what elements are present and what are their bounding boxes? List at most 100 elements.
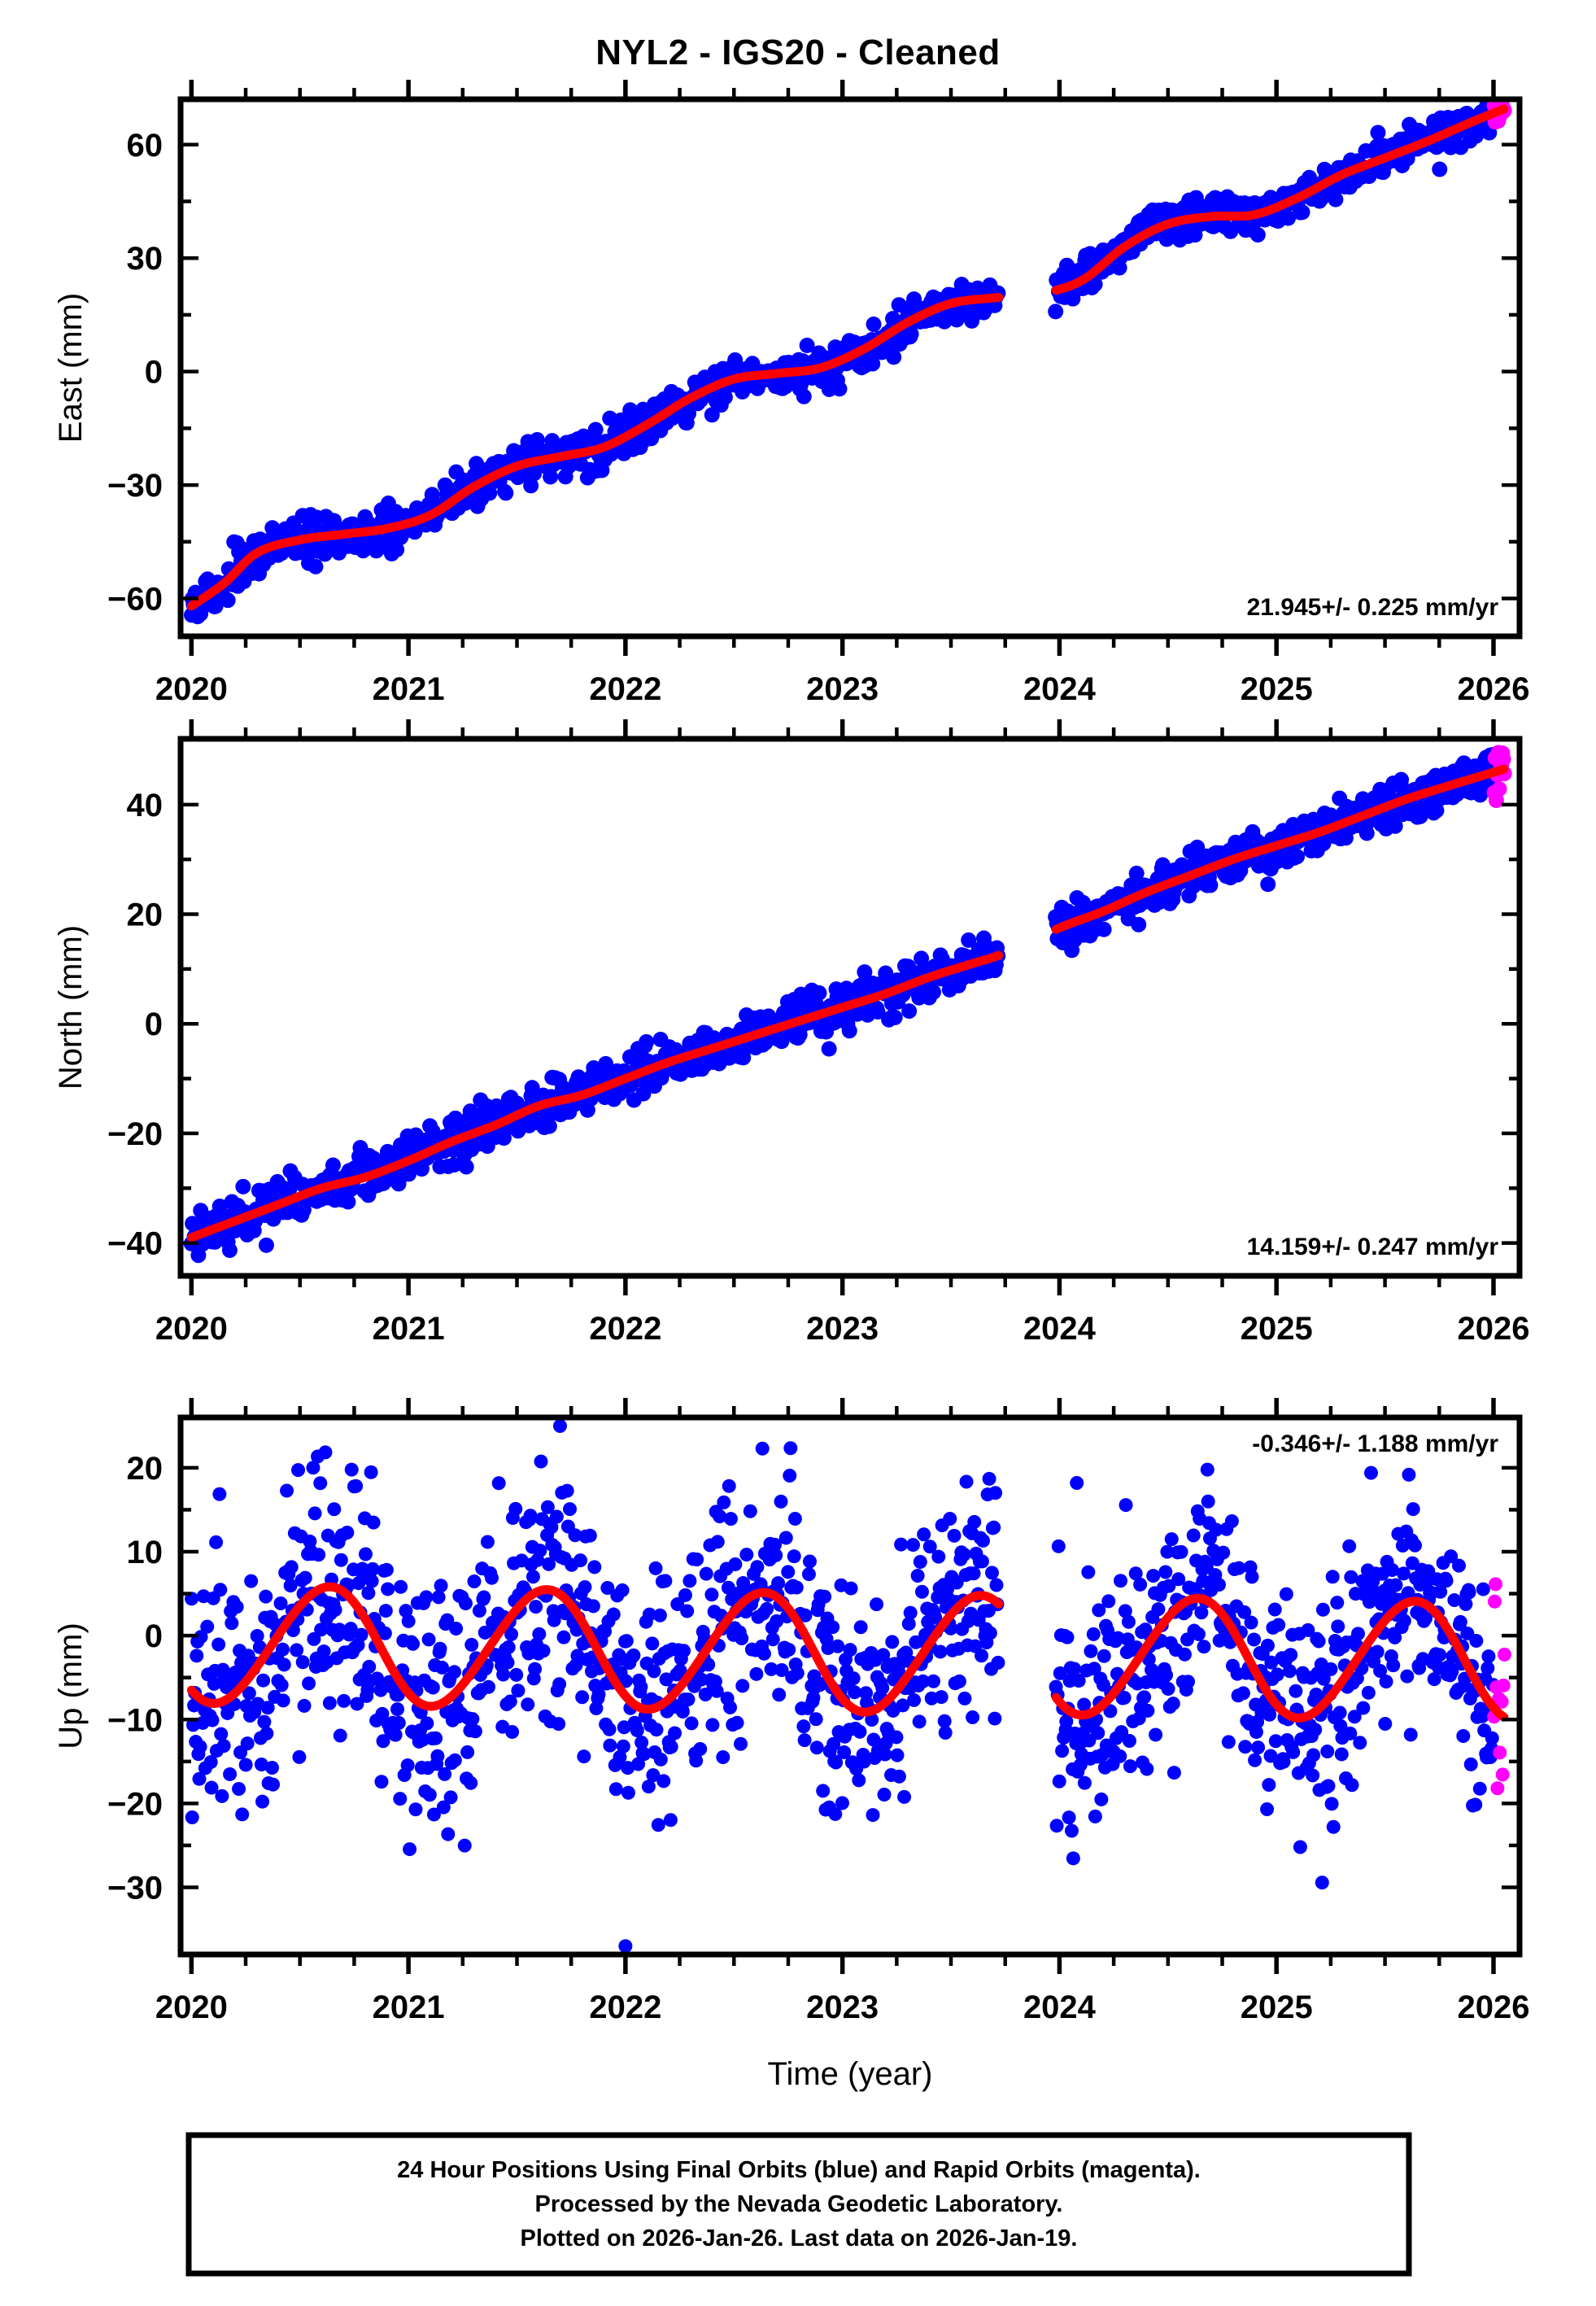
data-point <box>1489 1577 1503 1592</box>
data-point <box>1151 1602 1166 1617</box>
data-point <box>816 1784 831 1798</box>
data-point <box>659 1672 674 1687</box>
data-point <box>343 1622 358 1636</box>
data-point <box>419 1590 434 1605</box>
data-point <box>1495 1767 1510 1782</box>
data-point <box>1403 1727 1418 1742</box>
data-point <box>735 1679 750 1693</box>
y-tick-label: 60 <box>127 128 164 164</box>
data-point <box>1342 1539 1357 1553</box>
data-point <box>809 1740 824 1755</box>
data-point <box>1453 1614 1467 1629</box>
data-point <box>1294 204 1310 221</box>
data-point <box>1103 1704 1118 1719</box>
data-point <box>260 1701 275 1715</box>
data-point <box>699 1566 713 1581</box>
data-point <box>446 1157 462 1173</box>
data-point <box>675 1704 690 1719</box>
data-point <box>1412 808 1428 824</box>
data-point <box>1358 825 1375 841</box>
data-point <box>1122 1734 1136 1749</box>
data-point <box>429 1731 443 1745</box>
data-point <box>420 1716 434 1731</box>
data-point <box>1385 1562 1399 1577</box>
data-point <box>275 1642 290 1657</box>
data-point <box>1361 1685 1376 1700</box>
data-point <box>613 1749 627 1764</box>
data-point <box>460 1745 475 1759</box>
data-point <box>447 1753 462 1767</box>
data-point <box>258 1237 274 1253</box>
data-point <box>907 1692 922 1707</box>
data-point <box>966 1710 980 1725</box>
data-point <box>211 1198 228 1214</box>
data-point <box>736 1575 751 1590</box>
data-point <box>637 1747 652 1762</box>
data-point <box>1268 1734 1283 1749</box>
data-point <box>857 1754 871 1769</box>
data-point <box>1191 1627 1206 1641</box>
data-point <box>1282 1664 1297 1679</box>
data-point <box>290 1643 304 1657</box>
data-point <box>362 1659 377 1674</box>
data-point <box>447 1665 462 1679</box>
data-point <box>1445 1664 1459 1679</box>
data-point <box>327 1502 342 1517</box>
data-point <box>1181 1675 1196 1689</box>
data-layer-north <box>183 745 1512 1264</box>
data-point <box>1120 1632 1135 1647</box>
data-point <box>1345 1778 1359 1793</box>
data-point <box>937 1714 952 1728</box>
data-point <box>698 1687 713 1701</box>
data-point <box>1064 1823 1079 1838</box>
data-point <box>1480 1661 1495 1675</box>
data-point <box>917 1527 931 1542</box>
data-point <box>364 1574 379 1588</box>
y-axis-title-north: North (mm) <box>53 925 89 1090</box>
data-point <box>1388 1630 1402 1644</box>
data-point <box>1447 1593 1462 1608</box>
data-point <box>1315 1876 1329 1890</box>
data-point <box>204 1780 219 1795</box>
data-point <box>892 1769 906 1784</box>
data-point <box>713 1509 727 1524</box>
data-point <box>621 1761 635 1775</box>
data-point <box>799 337 815 353</box>
data-point <box>658 1574 673 1588</box>
data-point <box>693 1741 708 1756</box>
data-point <box>1162 1579 1176 1593</box>
data-point <box>1428 802 1445 819</box>
caption-line-3: Plotted on 2026-Jan-26. Last data on 202… <box>521 2225 1078 2251</box>
caption-line-1: 24 Hour Positions Using Final Orbits (bl… <box>397 2157 1201 2183</box>
data-point <box>933 1644 948 1659</box>
data-point <box>1363 1465 1378 1480</box>
data-point <box>540 1500 555 1514</box>
data-point <box>1379 1675 1393 1689</box>
data-point <box>772 1688 787 1702</box>
data-point <box>987 1520 1001 1535</box>
page-title: NYL2 - IGS20 - Cleaned <box>595 33 1001 72</box>
data-point <box>1490 1781 1505 1796</box>
data-point <box>314 1622 329 1637</box>
data-point <box>846 1671 861 1686</box>
data-point <box>1066 1851 1080 1866</box>
data-point <box>787 1512 802 1526</box>
data-point <box>818 1589 832 1604</box>
data-point <box>844 1581 858 1596</box>
data-point <box>843 1643 857 1657</box>
data-point <box>259 1726 274 1740</box>
data-point <box>291 1463 306 1478</box>
data-point <box>212 1487 227 1501</box>
data-point <box>449 1622 464 1636</box>
data-point <box>240 1736 255 1751</box>
x-tick-label: 2021 <box>373 1311 445 1347</box>
fit-line <box>1051 1593 1509 1723</box>
data-point <box>1311 1634 1326 1649</box>
data-point <box>1262 1778 1276 1793</box>
data-point <box>1328 191 1344 207</box>
data-point <box>853 1724 867 1739</box>
data-point <box>894 1537 909 1552</box>
data-point <box>1171 1572 1186 1587</box>
data-point <box>835 1796 849 1810</box>
